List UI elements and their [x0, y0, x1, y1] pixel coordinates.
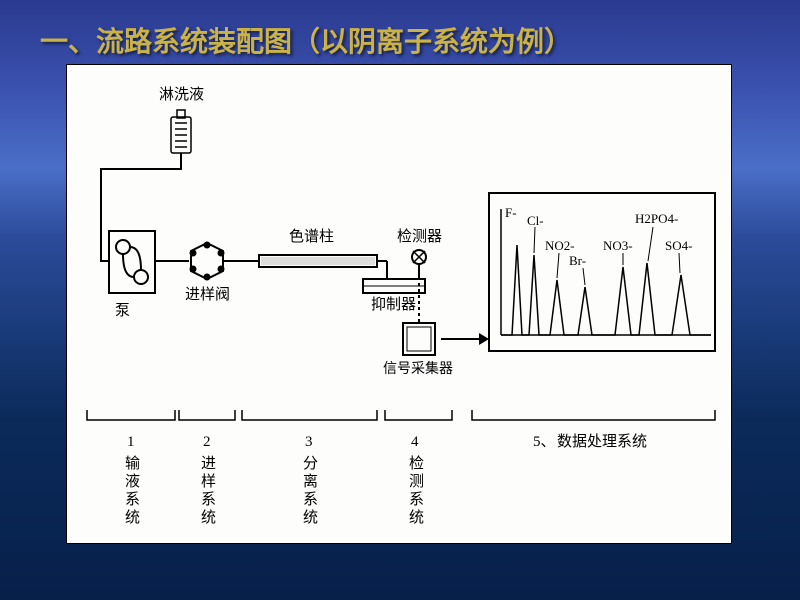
label-collector: 信号采集器 — [383, 360, 453, 377]
label-detector: 检测器 — [397, 228, 442, 245]
svg-text:F-: F- — [505, 205, 517, 220]
svg-text:进样系统: 进样系统 — [201, 455, 216, 526]
svg-text:检测系统: 检测系统 — [409, 455, 424, 526]
svg-text:4: 4 — [411, 434, 419, 450]
svg-text:2: 2 — [203, 434, 211, 450]
pump-icon — [109, 231, 155, 293]
injector-icon — [191, 243, 224, 280]
chromatogram: F- Cl-NO2-Br- NO3-H2PO4- SO4- — [489, 193, 715, 351]
svg-text:输液系统: 输液系统 — [125, 455, 140, 526]
sections: 1 输液系统 2 进样系统 3 分离系统 4 检测系统 5、数据处理系统 — [87, 410, 715, 526]
column-fill — [261, 257, 375, 265]
svg-text:NO2-: NO2- — [545, 238, 575, 253]
svg-text:分离系统: 分离系统 — [303, 455, 318, 526]
slide: 一、流路系统装配图（以阴离子系统为例） 淋洗液 — [0, 0, 800, 600]
arrow-head — [479, 333, 489, 345]
svg-text:SO4-: SO4- — [665, 238, 692, 253]
diagram-svg: 淋洗液 泵 — [67, 65, 731, 543]
label-column: 色谱柱 — [289, 228, 334, 245]
svg-text:Br-: Br- — [569, 253, 586, 268]
label-injector: 进样阀 — [185, 286, 230, 303]
svg-text:NO3-: NO3- — [603, 238, 633, 253]
svg-text:5、: 5、 — [533, 434, 556, 450]
diagram-panel: 淋洗液 泵 — [66, 64, 732, 544]
label-eluent: 淋洗液 — [159, 86, 204, 103]
slide-title: 一、流路系统装配图（以阴离子系统为例） — [40, 20, 572, 60]
collector-icon — [403, 323, 435, 355]
svg-text:Cl-: Cl- — [527, 213, 544, 228]
svg-text:数据处理系统: 数据处理系统 — [557, 433, 647, 450]
svg-text:1: 1 — [127, 434, 135, 450]
svg-text:H2PO4-: H2PO4- — [635, 211, 678, 226]
tube-eluent-pump — [101, 153, 181, 261]
eluent-bottle-icon — [171, 110, 191, 153]
label-suppressor: 抑制器 — [371, 296, 416, 313]
label-pump: 泵 — [115, 303, 130, 319]
svg-text:3: 3 — [305, 434, 313, 450]
collector-inner — [407, 327, 431, 351]
